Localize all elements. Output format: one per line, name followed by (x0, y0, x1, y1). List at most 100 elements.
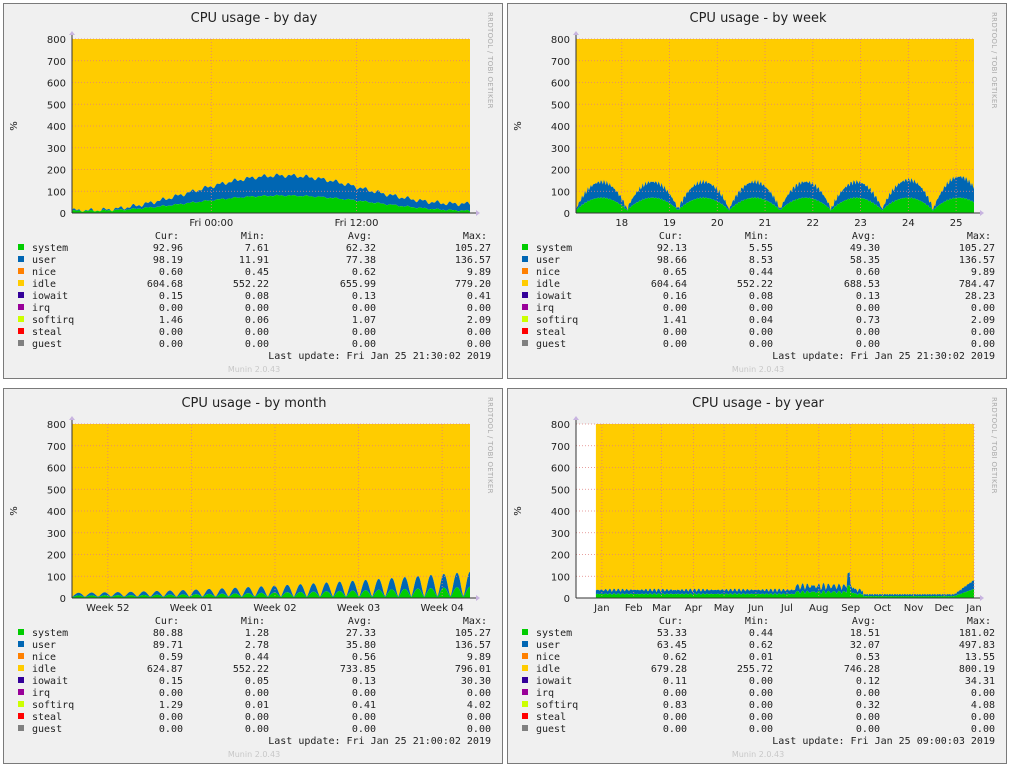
legend-name: steal (32, 712, 62, 723)
x-axis-arrow (476, 595, 480, 601)
rrdtool-credit: RRDTOOL / TOBI OETIKER (990, 397, 998, 494)
stats-header: Avg: (348, 616, 372, 627)
stat-min: 0.00 (749, 700, 773, 711)
irq-swatch (522, 689, 528, 695)
stats-header: Min: (241, 616, 265, 627)
stat-min: 0.00 (245, 339, 269, 350)
stat-avg: 0.00 (856, 327, 880, 338)
stat-min: 0.00 (749, 339, 773, 350)
system-swatch (18, 629, 24, 635)
user-area (576, 176, 974, 211)
last-update: Last update: Fri Jan 25 21:30:02 2019 (772, 351, 995, 362)
stat-cur: 0.15 (159, 291, 183, 302)
stat-cur: 0.15 (159, 676, 183, 687)
stat-min: 552.22 (233, 664, 269, 675)
stat-cur: 0.00 (159, 303, 183, 314)
stat-min: 255.72 (737, 664, 773, 675)
stat-cur: 92.13 (657, 243, 687, 254)
legend-name: irq (536, 303, 554, 314)
stat-cur: 0.65 (663, 267, 687, 278)
stat-avg: 27.33 (346, 628, 376, 639)
y-tick-label: 400 (47, 122, 66, 133)
stat-max: 779.20 (455, 279, 491, 290)
idle-swatch (18, 280, 24, 286)
y-axis-arrow (69, 416, 75, 420)
legend-name: system (32, 243, 68, 254)
y-tick-label: 400 (47, 507, 66, 518)
stat-avg: 0.56 (352, 652, 376, 663)
stats-header: Cur: (659, 231, 683, 242)
cpu-week-panel: CPU usage - by week% RRDTOOL / TOBI OETIK… (507, 3, 1007, 379)
nice-swatch (18, 653, 24, 659)
x-tick-label: 18 (615, 218, 628, 229)
guest-swatch (18, 725, 24, 731)
legend-name: steal (32, 327, 62, 338)
stat-avg: 1.07 (352, 315, 376, 326)
stat-avg: 688.53 (844, 279, 880, 290)
stats-header: Min: (241, 231, 265, 242)
stat-min: 0.00 (245, 712, 269, 723)
y-tick-label: 400 (551, 507, 570, 518)
stat-min: 0.08 (749, 291, 773, 302)
stat-min: 552.22 (233, 279, 269, 290)
x-tick-label: Dec (934, 603, 953, 614)
stat-avg: 0.62 (352, 267, 376, 278)
stat-min: 0.00 (749, 303, 773, 314)
cpu-year-panel: CPU usage - by year% RRDTOOL / TOBI OETIK… (507, 388, 1007, 764)
last-update: Last update: Fri Jan 25 21:30:02 2019 (268, 351, 491, 362)
stat-avg: 0.73 (856, 315, 880, 326)
y-tick-label: 300 (47, 529, 66, 540)
softirq-swatch (18, 701, 24, 707)
chart-svg: CPU usage - by year% RRDTOOL / TOBI OETIK… (513, 396, 998, 759)
stat-min: 1.28 (245, 628, 269, 639)
stat-avg: 0.13 (352, 291, 376, 302)
stat-avg: 18.51 (850, 628, 880, 639)
legend-name: system (32, 628, 68, 639)
stat-max: 0.41 (467, 291, 491, 302)
stat-cur: 0.00 (663, 339, 687, 350)
legend-name: user (536, 640, 560, 651)
stat-max: 9.89 (467, 267, 491, 278)
stats-header: Avg: (852, 231, 876, 242)
idle-area (72, 424, 470, 597)
munin-footer: Munin 2.0.43 (732, 365, 784, 374)
stat-cur: 604.64 (651, 279, 687, 290)
y-tick-label: 200 (47, 166, 66, 177)
stats-header: Avg: (852, 616, 876, 627)
y-tick-label: 600 (47, 79, 66, 90)
user-area (595, 572, 974, 597)
stat-max: 0.00 (971, 303, 995, 314)
stat-max: 0.00 (971, 712, 995, 723)
stat-max: 4.02 (467, 700, 491, 711)
stat-min: 0.04 (749, 315, 773, 326)
legend-name: irq (32, 688, 50, 699)
stat-avg: 655.99 (340, 279, 376, 290)
legend-name: iowait (536, 676, 572, 687)
x-tick-label: 21 (759, 218, 772, 229)
x-tick-label: 23 (854, 218, 867, 229)
stat-cur: 0.62 (663, 652, 687, 663)
stat-min: 0.01 (749, 652, 773, 663)
stat-min: 0.00 (749, 688, 773, 699)
user-swatch (522, 256, 528, 262)
y-tick-label: 500 (47, 485, 66, 496)
system-area (576, 196, 974, 213)
y-tick-label: 0 (564, 209, 570, 220)
x-axis-arrow (476, 210, 480, 216)
x-tick-label: 20 (711, 218, 724, 229)
stat-min: 0.00 (245, 688, 269, 699)
stat-cur: 1.29 (159, 700, 183, 711)
y-axis-arrow (573, 416, 579, 420)
legend-name: system (536, 243, 572, 254)
legend-name: irq (536, 688, 554, 699)
user-area (72, 173, 470, 212)
stat-max: 34.31 (965, 676, 995, 687)
system-area (72, 586, 470, 598)
stat-max: 0.00 (971, 339, 995, 350)
stat-avg: 0.12 (856, 676, 880, 687)
rrdtool-credit: RRDTOOL / TOBI OETIKER (486, 12, 494, 109)
stat-avg: 0.00 (352, 688, 376, 699)
legend-name: guest (536, 339, 566, 350)
y-tick-label: 800 (551, 420, 570, 431)
stat-min: 8.53 (749, 255, 773, 266)
